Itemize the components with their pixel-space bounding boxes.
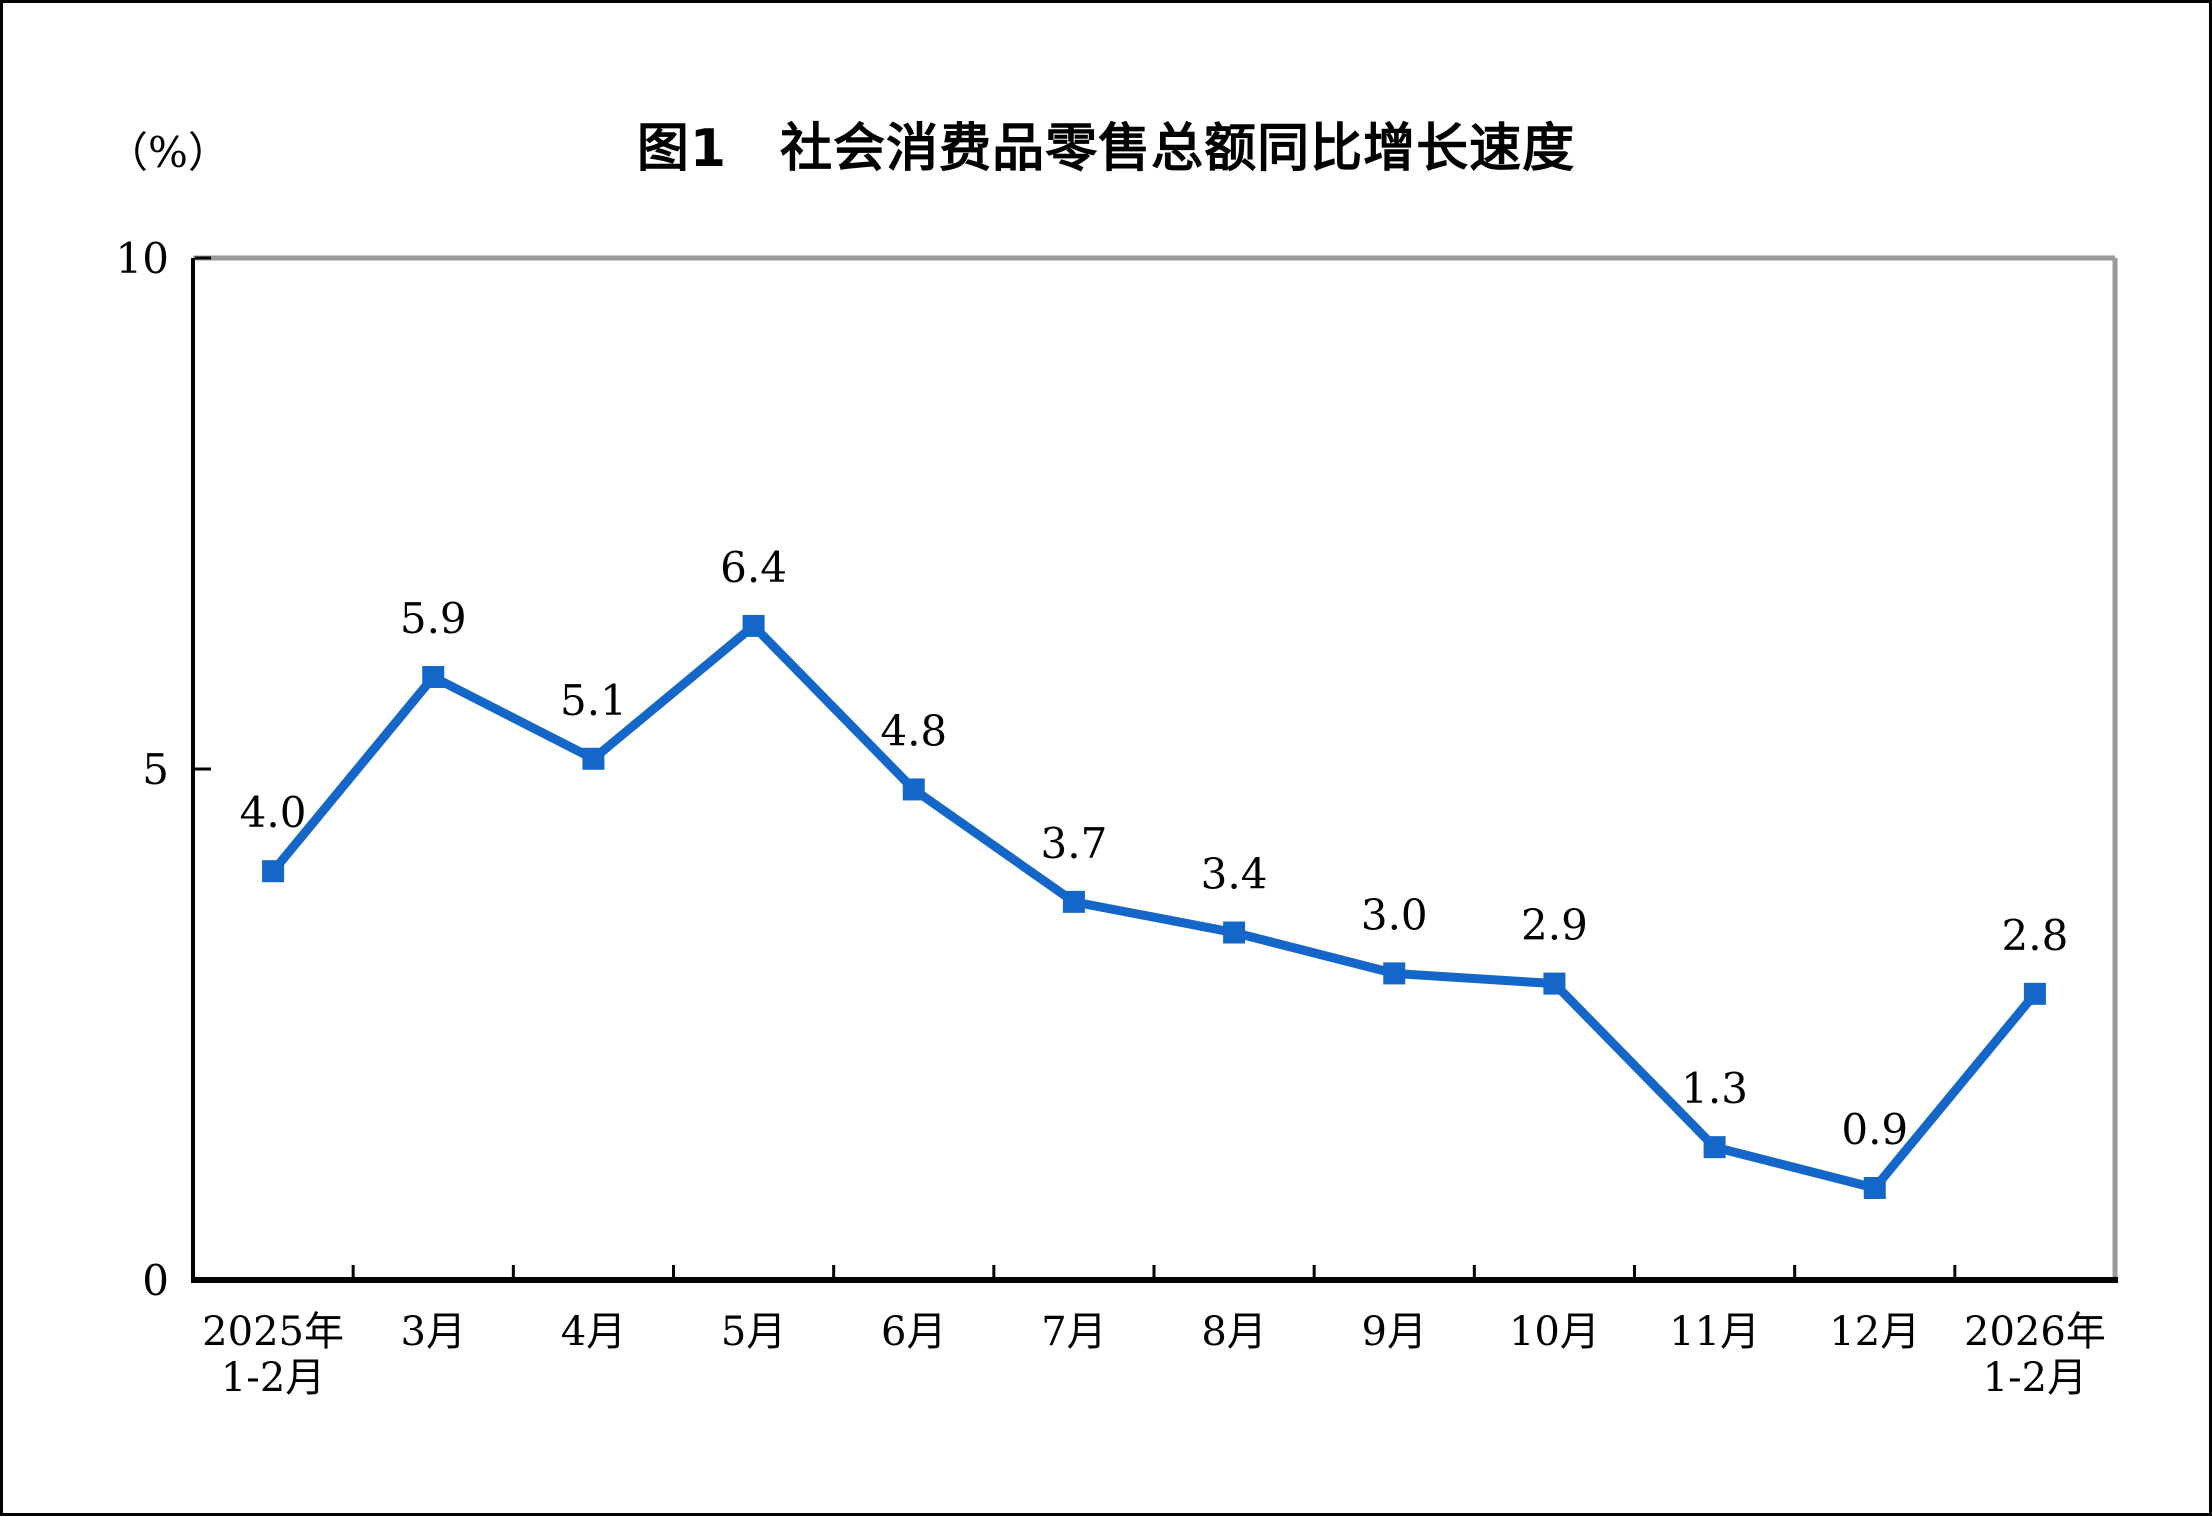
y-axis-tick-label: 0 [142,1256,169,1305]
data-point-marker [1223,921,1246,944]
data-point-label: 3.0 [1361,890,1428,939]
x-axis-category-label: 5月 [721,1309,786,1355]
data-point-marker [1543,972,1566,995]
series-line [269,619,2039,1194]
data-point-marker [422,666,445,689]
x-axis-category-label: 2026年 [1964,1309,2106,1355]
data-point-label: 6.4 [720,543,787,592]
data-point-marker [2023,982,2046,1005]
x-axis-category-label: 9月 [1362,1309,1427,1355]
data-point-label: 4.0 [240,788,307,837]
data-point-marker [582,747,605,770]
y-axis-tick-label: 5 [142,745,169,794]
x-axis-category-label: 6月 [881,1309,946,1355]
chart-title: 图1 社会消费品零售总额同比增长速度 [636,119,1576,179]
x-axis-category-label: 8月 [1201,1309,1266,1355]
y-axis-tick-label: 10 [116,234,169,283]
data-point-label: 5.9 [400,594,467,643]
data-point-marker [1383,962,1406,985]
data-point-label: 2.8 [2002,911,2069,960]
y-axis-unit-label: （%） [106,128,230,177]
data-point-label: 3.4 [1201,850,1268,899]
data-point-marker [1703,1136,1726,1159]
x-axis-category-label: 3月 [401,1309,466,1355]
x-axis-category-label: 1-2月 [221,1355,325,1401]
x-axis-category-label: 4月 [561,1309,626,1355]
data-point-label: 1.3 [1681,1064,1748,1113]
data-point-label: 0.9 [1841,1105,1908,1154]
x-axis-category-label: 12月 [1829,1309,1920,1355]
data-point-label: 3.7 [1041,819,1108,868]
data-point-marker [902,778,925,801]
x-axis-category-label: 1-2月 [1983,1355,2087,1401]
data-point-marker [1062,890,1085,913]
data-point-marker [262,860,285,883]
data-point-marker [1863,1177,1886,1200]
data-point-label: 4.8 [880,706,947,755]
data-point-label: 2.9 [1521,901,1588,950]
x-axis-category-label: 2025年 [202,1309,344,1355]
x-axis-category-label: 7月 [1041,1309,1106,1355]
x-axis-category-label: 11月 [1669,1309,1760,1355]
data-point-marker [742,614,765,637]
x-axis-category-label: 10月 [1509,1309,1600,1355]
data-point-label: 5.1 [560,676,627,725]
